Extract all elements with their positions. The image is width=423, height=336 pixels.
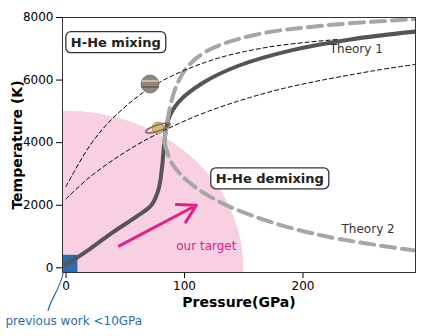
svg-text:our target: our target xyxy=(176,239,236,253)
svg-text:Temperature (K): Temperature (K) xyxy=(9,80,25,209)
svg-text:200: 200 xyxy=(292,279,315,293)
svg-text:6000: 6000 xyxy=(23,73,54,87)
svg-text:4000: 4000 xyxy=(23,135,54,149)
svg-text:H-He mixing: H-He mixing xyxy=(71,35,161,50)
svg-text:H-He demixing: H-He demixing xyxy=(216,171,324,186)
svg-text:2000: 2000 xyxy=(23,198,54,212)
svg-text:Pressure(GPa): Pressure(GPa) xyxy=(182,294,295,310)
svg-text:8000: 8000 xyxy=(23,10,54,24)
svg-text:0: 0 xyxy=(46,261,54,275)
svg-text:Theory 1: Theory 1 xyxy=(329,42,383,56)
svg-text:0: 0 xyxy=(62,279,70,293)
svg-text:previous work <10GPa: previous work <10GPa xyxy=(6,314,143,328)
svg-text:100: 100 xyxy=(173,279,196,293)
svg-text:Theory 2: Theory 2 xyxy=(341,222,395,236)
